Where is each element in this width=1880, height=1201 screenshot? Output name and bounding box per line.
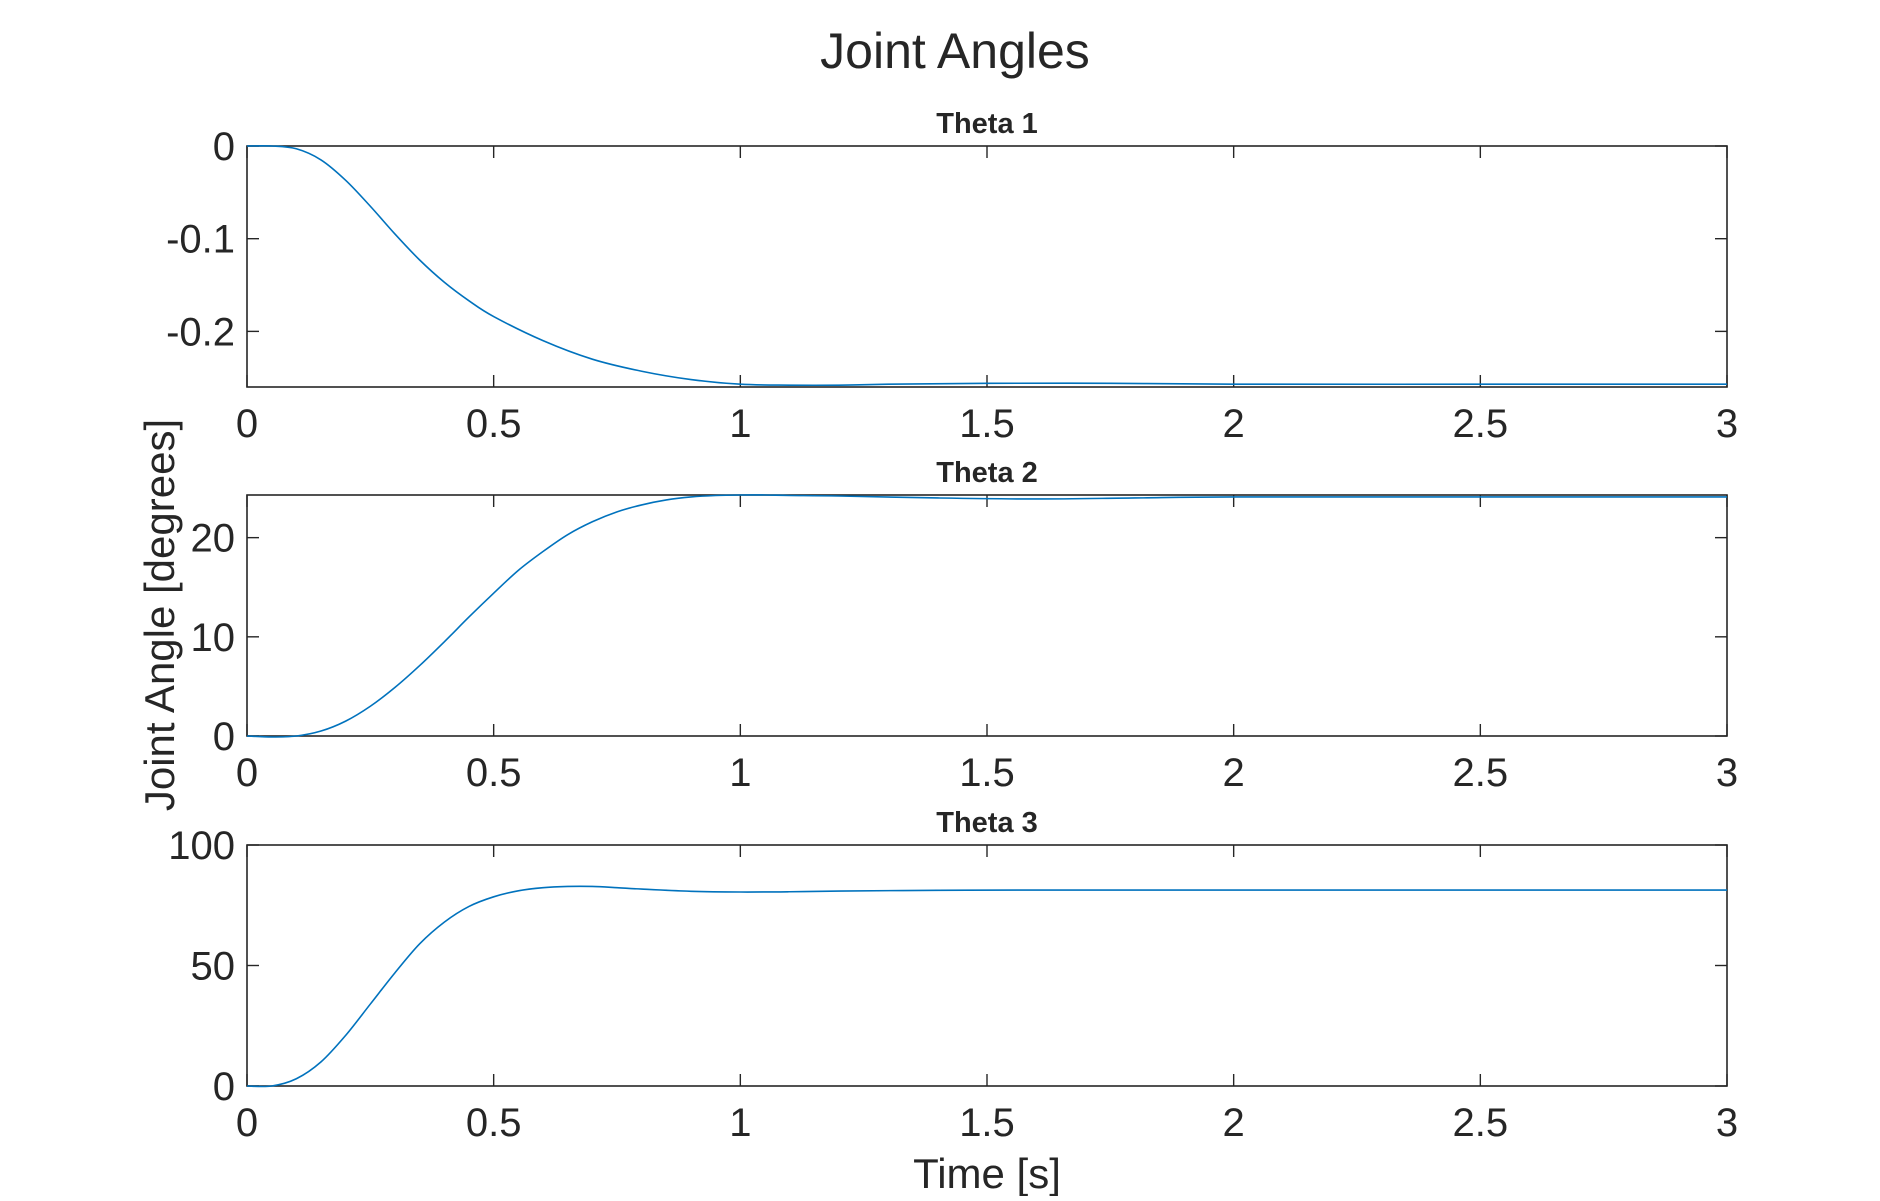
x-tick-label: 0.5 bbox=[466, 751, 522, 795]
axes-frame bbox=[246, 844, 1728, 1087]
subplot-3: Theta 3 0 0.5 1 1.5 2 2.5 3 0 50 100 bbox=[168, 807, 1738, 1145]
y-tick-label: 0 bbox=[213, 1065, 235, 1109]
x-tick-label: 0 bbox=[236, 1101, 258, 1145]
y-tick-label: 10 bbox=[191, 616, 236, 660]
x-tick-label: 0.5 bbox=[466, 402, 522, 446]
x-tick-label: 2.5 bbox=[1453, 1101, 1509, 1145]
x-tick-label: 1 bbox=[729, 402, 751, 446]
y-tick-label: 100 bbox=[168, 824, 235, 868]
x-tick-label: 2 bbox=[1223, 1101, 1245, 1145]
y-tick-label: -0.1 bbox=[166, 218, 235, 262]
x-tick-label: 3 bbox=[1716, 751, 1738, 795]
axes-frame bbox=[246, 494, 1728, 737]
x-tick-label: 1 bbox=[729, 751, 751, 795]
x-tick-label: 3 bbox=[1716, 402, 1738, 446]
x-tick-label: 1.5 bbox=[959, 751, 1015, 795]
x-tick-label: 2.5 bbox=[1453, 402, 1509, 446]
axes-frame bbox=[246, 145, 1728, 388]
subplot-title: Theta 2 bbox=[936, 457, 1038, 489]
series-line-1 bbox=[246, 494, 1727, 738]
y-tick-label: 20 bbox=[191, 517, 236, 561]
subplot-title: Theta 1 bbox=[936, 108, 1038, 140]
x-axis-label: Time [s] bbox=[913, 1150, 1061, 1196]
x-tick-label: 1 bbox=[729, 1101, 751, 1145]
x-tick-label: 1.5 bbox=[959, 1101, 1015, 1145]
series-line-1 bbox=[246, 885, 1727, 1088]
x-tick-label: 1.5 bbox=[959, 402, 1015, 446]
subplots: Theta 1 0 0.5 1 1.5 2 2.5 3 -0.2 -0.1 0 Theta 2 0 0.5… bbox=[166, 108, 1738, 1145]
y-tick-label: 0 bbox=[213, 715, 235, 759]
x-tick-label: 2 bbox=[1223, 751, 1245, 795]
shared-y-axis-label: Joint Angle [degrees] bbox=[136, 419, 183, 811]
y-tick-label: 50 bbox=[191, 945, 236, 989]
x-tick-label: 3 bbox=[1716, 1101, 1738, 1145]
x-tick-label: 2 bbox=[1223, 402, 1245, 446]
subplot-2: Theta 2 0 0.5 1 1.5 2 2.5 3 0 10 20 bbox=[191, 457, 1739, 795]
x-tick-label: 0 bbox=[236, 751, 258, 795]
x-tick-label: 0 bbox=[236, 402, 258, 446]
y-tick-label: -0.2 bbox=[166, 310, 235, 354]
series-line-1 bbox=[246, 144, 1727, 387]
subplot-1: Theta 1 0 0.5 1 1.5 2 2.5 3 -0.2 -0.1 0 bbox=[166, 108, 1738, 446]
x-tick-label: 0.5 bbox=[466, 1101, 522, 1145]
subplot-title: Theta 3 bbox=[936, 807, 1038, 839]
y-tick-label: 0 bbox=[213, 125, 235, 169]
figure-title: Joint Angles bbox=[820, 23, 1090, 79]
x-tick-label: 2.5 bbox=[1453, 751, 1509, 795]
